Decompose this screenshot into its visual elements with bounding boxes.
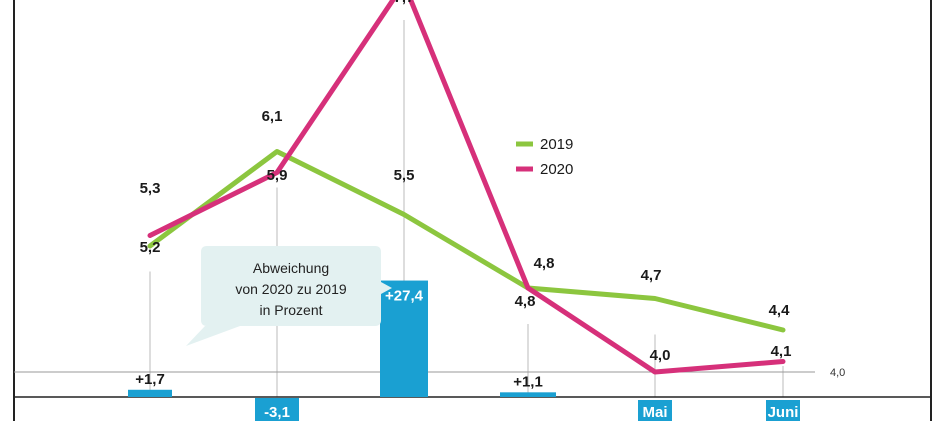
value-label-2019: 5,2	[140, 239, 161, 256]
value-label-2019: 6,1	[262, 108, 283, 125]
value-label-2020: 4,0	[650, 347, 671, 364]
month-tab	[766, 400, 800, 421]
deviation-label: +1,7	[135, 371, 165, 388]
value-label-2020: 4,8	[534, 255, 555, 272]
deviation-label: +1,1	[513, 373, 543, 390]
deviation-label: +27,4	[385, 288, 424, 305]
guide-lines: 4,0	[14, 20, 931, 398]
value-label-2020: 5,9	[267, 167, 288, 184]
value-labels: 5,2 6,1 5,5 4,8 4,7 4,4 5,3 5,9 7,7 4,8 4,0 4,1	[140, 0, 792, 364]
deviation-callout: Abweichung von 2020 zu 2019 in Prozent	[186, 246, 392, 346]
value-label-2019: 4,8	[515, 293, 536, 310]
value-label-2019: 5,5	[394, 167, 415, 184]
callout-text: in Prozent	[259, 302, 322, 318]
legend: 2019 2020	[516, 136, 573, 178]
legend-label: 2020	[540, 161, 573, 178]
value-label-2019: 4,7	[641, 267, 662, 284]
value-label-2020: 5,3	[140, 180, 161, 197]
value-label-2020: 7,7	[394, 0, 415, 6]
month-tab	[638, 400, 672, 421]
deviation-bar	[380, 280, 428, 397]
callout-text: von 2020 zu 2019	[235, 281, 347, 297]
value-label-2019: 4,4	[769, 302, 791, 319]
callout-bubble	[186, 246, 392, 346]
x-tick-label: Juni	[768, 404, 799, 421]
series-line-2020	[147, 0, 786, 375]
callout-text: Abweichung	[253, 260, 329, 276]
value-label-2020: 4,1	[771, 343, 792, 360]
deviation-label: -3,1	[264, 404, 290, 421]
deviation-bar	[255, 398, 299, 421]
series-line-2019	[147, 149, 786, 333]
deviation-bars: +1,7 -3,1 +27,4 +1,1 Mai Juni	[128, 280, 800, 421]
deviation-bar	[128, 389, 172, 397]
deviation-bar	[500, 392, 556, 397]
legend-label: 2019	[540, 136, 573, 153]
series-lines	[147, 0, 786, 375]
x-tick-label: Mai	[642, 404, 667, 421]
reference-label: 4,0	[830, 367, 845, 379]
